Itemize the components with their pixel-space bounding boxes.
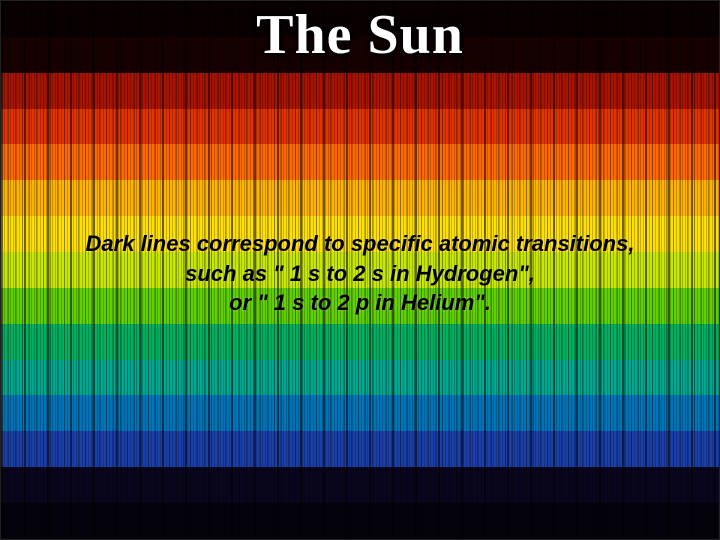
spectrum-band	[1, 216, 719, 252]
spectrum-band	[1, 324, 719, 360]
spectrum-band	[1, 503, 719, 539]
spectrum-band	[1, 395, 719, 431]
spectrum-band	[1, 288, 719, 324]
slide: The Sun Dark lines correspond to specifi…	[0, 0, 720, 540]
solar-spectrum	[1, 1, 719, 539]
spectrum-band	[1, 37, 719, 73]
spectrum-band	[1, 1, 719, 37]
spectrum-band	[1, 109, 719, 145]
spectrum-band	[1, 180, 719, 216]
spectrum-band	[1, 73, 719, 109]
spectrum-band	[1, 467, 719, 503]
spectrum-band	[1, 360, 719, 396]
spectrum-band	[1, 252, 719, 288]
spectrum-band	[1, 431, 719, 467]
spectrum-band	[1, 144, 719, 180]
